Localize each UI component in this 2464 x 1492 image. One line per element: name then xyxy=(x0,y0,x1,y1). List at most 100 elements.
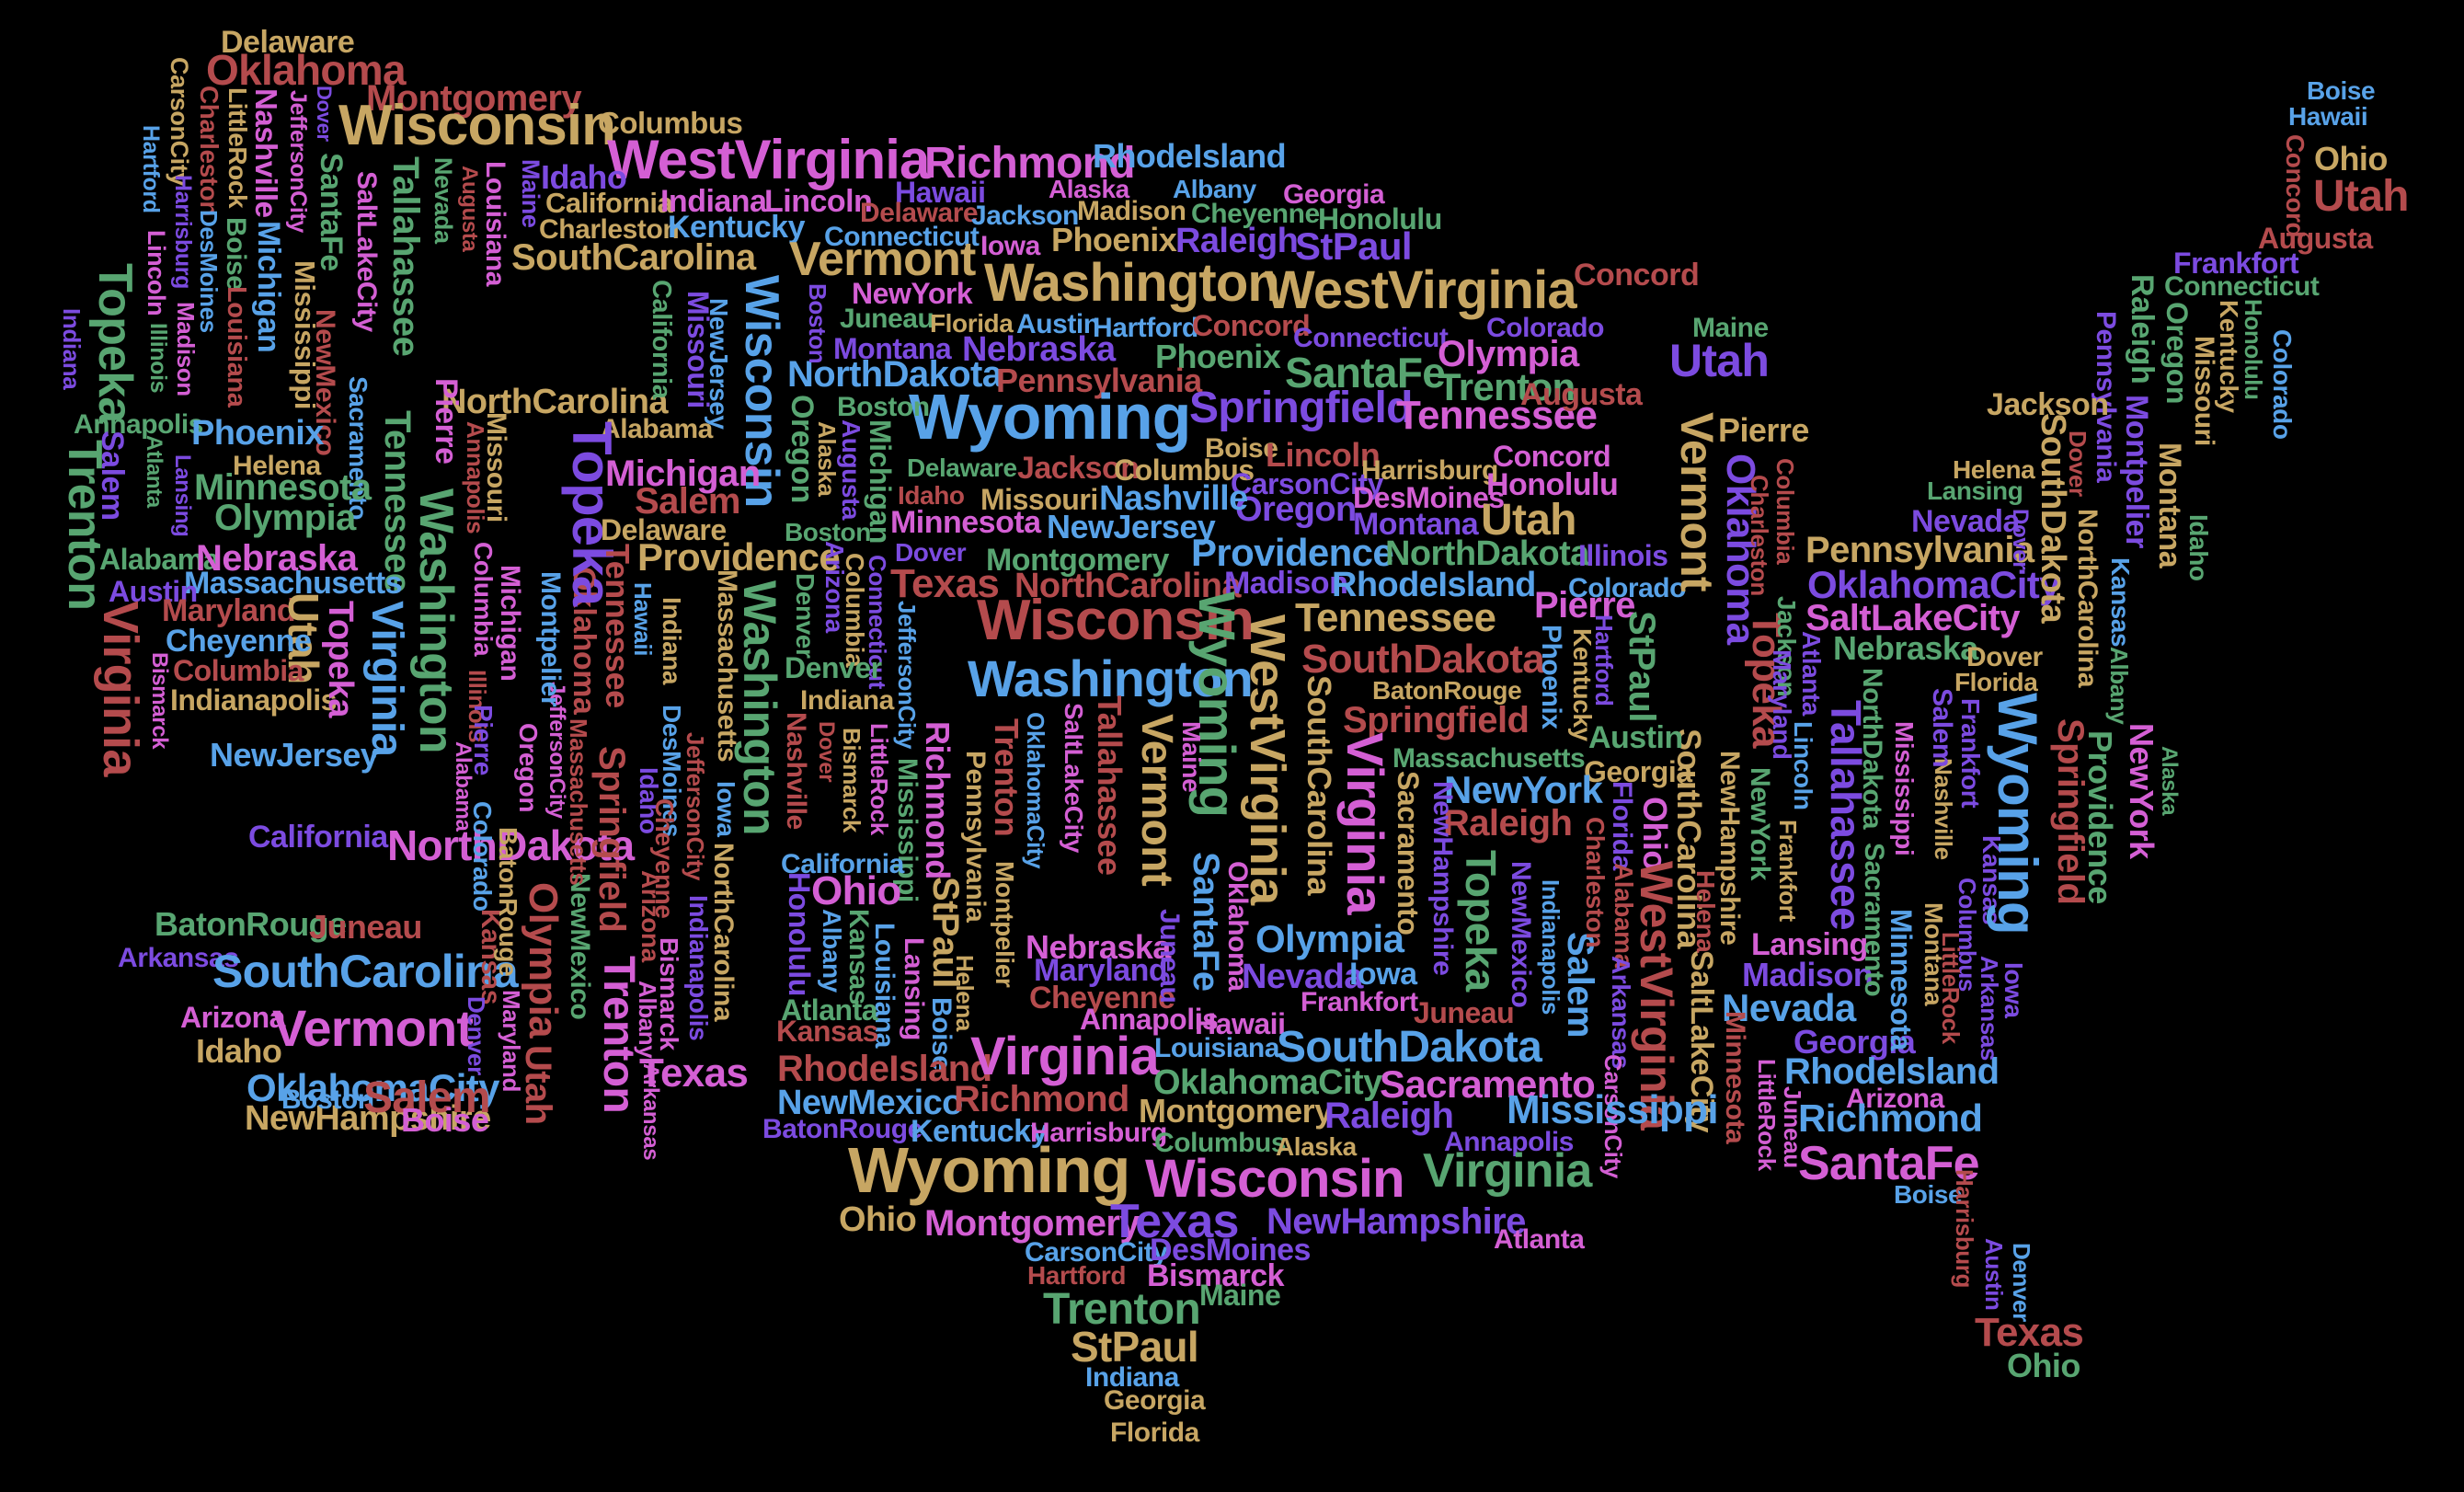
cloud-word: Michigan xyxy=(495,565,525,682)
cloud-word: Colorado xyxy=(2268,329,2297,440)
cloud-word: Raleigh xyxy=(1175,222,1299,260)
cloud-word: Tallahassee xyxy=(1091,695,1129,876)
cloud-word: Vermont xyxy=(1671,412,1723,591)
cloud-word: Nevada xyxy=(1911,504,2020,539)
cloud-word: Iowa xyxy=(980,231,1040,261)
cloud-word: Charleston xyxy=(1746,475,1773,596)
cloud-word: Montana xyxy=(1353,507,1479,542)
cloud-word: DesMoines xyxy=(1353,481,1505,514)
cloud-word: Nevada xyxy=(430,157,457,244)
cloud-word: Madison xyxy=(1742,956,1874,993)
cloud-word: Indiana xyxy=(660,184,767,219)
cloud-word: Idaho xyxy=(2184,514,2213,581)
cloud-word: Denver xyxy=(463,996,490,1075)
cloud-word: Olympia xyxy=(1255,917,1404,960)
cloud-word: SouthCarolina xyxy=(1301,675,1338,895)
cloud-word: Oregon xyxy=(2160,302,2194,404)
cloud-word: NewMexico xyxy=(777,1084,963,1122)
cloud-word: Maine xyxy=(1177,721,1206,793)
cloud-word: Trenton xyxy=(988,718,1026,837)
cloud-word: Madison xyxy=(172,302,200,396)
cloud-word: WestVirginia xyxy=(1265,260,1577,320)
cloud-word: Mississippi xyxy=(1890,721,1919,856)
cloud-word: Minnesota xyxy=(194,467,372,508)
cloud-word: Springfield xyxy=(591,746,632,933)
cloud-word: SouthDakota xyxy=(1301,637,1545,682)
cloud-word: Charleston xyxy=(195,86,223,217)
cloud-word: Arkansas xyxy=(1976,956,2003,1061)
cloud-word: Arizona xyxy=(1846,1084,1944,1114)
cloud-word: SouthCarolina xyxy=(212,946,519,997)
cloud-word: Helena xyxy=(233,451,321,481)
cloud-word: Utah xyxy=(518,1045,558,1125)
cloud-word: Washington xyxy=(968,649,1254,707)
cloud-word: Indiana xyxy=(58,308,86,390)
cloud-word: Nevada xyxy=(1722,986,1856,1029)
cloud-word: Cheyenne xyxy=(1191,199,1320,229)
cloud-word: RhodeIsland xyxy=(1332,566,1536,604)
cloud-word: OklahomaCity xyxy=(1022,712,1049,869)
cloud-word: Tennessee xyxy=(1295,595,1496,640)
cloud-word: NewHampshire xyxy=(245,1099,491,1138)
cloud-word: Iowa xyxy=(712,781,740,837)
cloud-word: Columbus xyxy=(598,106,743,140)
cloud-word: WestVirginia xyxy=(607,129,930,190)
cloud-word: Pierre xyxy=(429,378,464,465)
cloud-word: Missouri xyxy=(481,412,511,522)
cloud-word: Atlanta xyxy=(1797,631,1826,716)
cloud-word: Hawaii xyxy=(629,582,657,657)
cloud-word: Columbus xyxy=(1114,453,1255,487)
cloud-word: Nebraska xyxy=(962,330,1116,369)
cloud-word: Michigan xyxy=(605,453,761,494)
cloud-word: Honolulu xyxy=(2240,299,2267,400)
cloud-word: BatonRouge xyxy=(1372,676,1522,705)
cloud-word: Missouri xyxy=(980,483,1098,516)
cloud-word: Louisiana xyxy=(1154,1033,1279,1063)
cloud-word: Montgomery xyxy=(924,1203,1140,1244)
cloud-word: Hawaii xyxy=(2288,102,2368,131)
cloud-word: Richmond xyxy=(919,721,957,879)
cloud-word: Hartford xyxy=(1027,1261,1127,1290)
cloud-word: Nashville xyxy=(781,712,811,830)
cloud-word: Pierre xyxy=(1534,585,1635,625)
cloud-word: Kentucky xyxy=(911,1114,1048,1149)
cloud-word: Florida xyxy=(1110,1417,1199,1448)
cloud-word: Providence xyxy=(1191,531,1394,574)
cloud-word: RhodeIsland xyxy=(777,1049,992,1089)
cloud-word: Bismarck xyxy=(147,652,172,750)
cloud-word: Concord xyxy=(1574,258,1700,293)
cloud-word: Bismarck xyxy=(838,728,865,832)
cloud-word: Harrisburg xyxy=(1030,1118,1167,1148)
cloud-word: Nebraska xyxy=(1026,928,1171,966)
cloud-word: Providence xyxy=(637,535,841,579)
cloud-word: Vermont xyxy=(789,233,976,286)
cloud-word: Harrisburg xyxy=(170,175,196,290)
cloud-word: Boston xyxy=(837,392,930,422)
cloud-word: Juneau xyxy=(1414,996,1515,1029)
cloud-word: Louisiana xyxy=(480,161,510,286)
cloud-word: Montana xyxy=(833,332,952,365)
cloud-word: Hawaii xyxy=(895,176,986,209)
cloud-word: NewJersey xyxy=(1047,508,1216,545)
cloud-word: Ohio xyxy=(1636,797,1674,870)
cloud-word: Tallahassee xyxy=(385,156,426,357)
cloud-word: Madison xyxy=(1077,196,1186,226)
cloud-word: Connecticut xyxy=(1293,323,1449,353)
cloud-word: NorthDakota xyxy=(787,354,1003,395)
cloud-word: Georgia xyxy=(1283,179,1385,210)
cloud-word: Frankfort xyxy=(1956,698,1985,809)
cloud-word: Kentucky xyxy=(668,210,805,245)
cloud-word: Illinois xyxy=(145,323,171,394)
cloud-word: Frankfort xyxy=(2173,247,2299,280)
cloud-word: Arkansas xyxy=(118,943,239,973)
cloud-word: Dover xyxy=(895,538,967,567)
cloud-word: Massachusetts xyxy=(565,718,592,886)
cloud-word: Augusta xyxy=(457,166,482,252)
cloud-word: Sacramento xyxy=(1380,1062,1596,1106)
cloud-word: Nebraska xyxy=(1833,629,1978,667)
cloud-word: Virginia xyxy=(1336,732,1394,914)
cloud-word: Harrisburg xyxy=(1951,1169,1978,1289)
cloud-word: Phoenix xyxy=(1051,221,1177,258)
cloud-word: California xyxy=(545,187,673,219)
cloud-word: Illinois xyxy=(1578,539,1668,572)
